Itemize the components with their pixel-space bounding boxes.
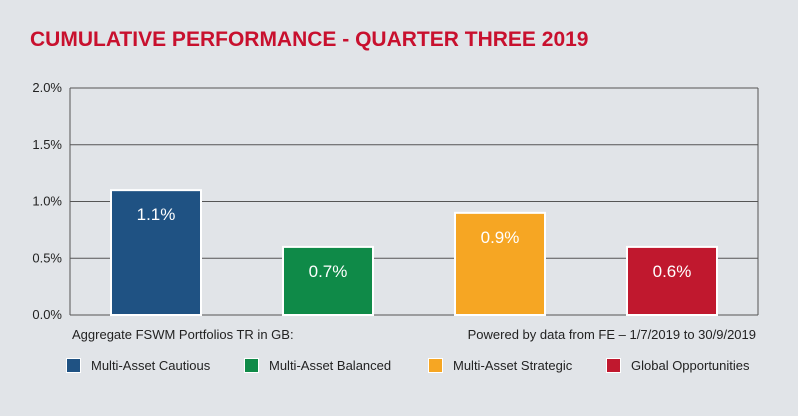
legend-swatch (66, 358, 81, 373)
legend-label: Multi-Asset Strategic (453, 358, 573, 373)
bar-data-label: 0.6% (653, 262, 692, 281)
legend-item: Global Opportunities (606, 358, 750, 373)
bar-multi-asset-balanced (282, 245, 374, 316)
bar-data-label: 0.9% (481, 228, 520, 247)
legend-swatch (244, 358, 259, 373)
bar-data-label: 1.1% (137, 205, 176, 224)
bar-data-label: 0.7% (309, 262, 348, 281)
bar-multi-asset-strategic (454, 211, 546, 317)
footnote-source: Powered by data from FE – 1/7/2019 to 30… (467, 327, 756, 342)
legend-label: Multi-Asset Cautious (91, 358, 211, 373)
bar-chart: 0.0% 0.5% 1.0% 1.5% 2.0% 1.1% 0.7% 0.9% 0.6% (32, 80, 759, 322)
y-tick-label: 1.5% (32, 137, 62, 152)
y-tick-label: 0.5% (32, 250, 62, 265)
legend-label: Global Opportunities (631, 358, 750, 373)
y-tick-label: 1.0% (32, 194, 62, 209)
legend-swatch (606, 358, 621, 373)
legend-item: Multi-Asset Strategic (428, 358, 572, 373)
legend-label: Multi-Asset Balanced (269, 358, 392, 373)
y-tick-label: 0.0% (32, 307, 62, 322)
legend-item: Multi-Asset Cautious (66, 358, 210, 373)
footnote-aggregate: Aggregate FSWM Portfolios TR in GB: (72, 327, 294, 342)
chart-title: CUMULATIVE PERFORMANCE - QUARTER THREE 2… (30, 28, 589, 51)
legend: Multi-Asset Cautious Multi-Asset Balanced… (66, 358, 766, 378)
bar-global-opportunities (626, 245, 718, 316)
y-tick-label: 2.0% (32, 80, 62, 95)
bar-multi-asset-cautious (110, 189, 202, 316)
legend-item: Multi-Asset Balanced (244, 358, 391, 373)
legend-swatch (428, 358, 443, 373)
